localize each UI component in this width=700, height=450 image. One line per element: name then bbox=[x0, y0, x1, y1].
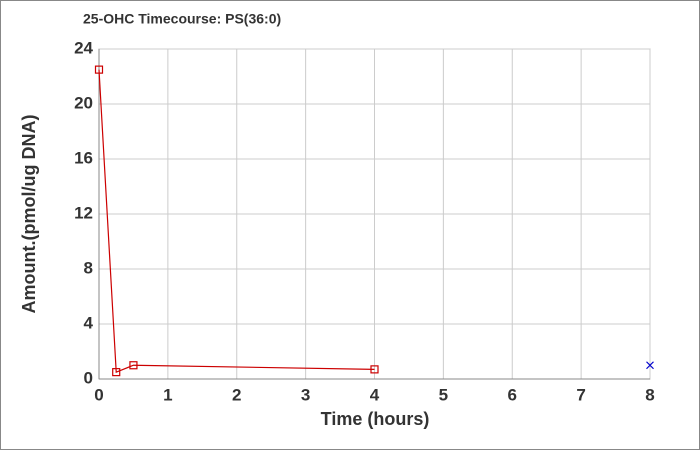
x-tick-label: 6 bbox=[508, 385, 517, 404]
x-tick-label: 0 bbox=[94, 385, 103, 404]
chart-title: 25-OHC Timecourse: PS(36:0) bbox=[83, 11, 281, 27]
y-tick-label: 4 bbox=[84, 313, 94, 332]
y-tick-label: 0 bbox=[84, 368, 93, 387]
y-axis-label: Amount.(pmol/ug DNA) bbox=[19, 115, 39, 314]
y-tick-label: 24 bbox=[74, 38, 93, 57]
y-tick-label: 8 bbox=[84, 258, 93, 277]
point bbox=[129, 361, 138, 370]
x-tick-label: 2 bbox=[232, 385, 241, 404]
x-tick-label: 5 bbox=[439, 385, 448, 404]
x-axis-label: Time (hours) bbox=[321, 409, 430, 429]
y-tick-label: 20 bbox=[74, 93, 93, 112]
series-line bbox=[98, 69, 375, 373]
x-tick-label: 4 bbox=[370, 385, 380, 404]
point bbox=[112, 368, 121, 377]
x-tick-label: 1 bbox=[163, 385, 172, 404]
x-tick-label: 8 bbox=[645, 385, 654, 404]
point bbox=[646, 361, 654, 370]
x-tick-label: 7 bbox=[576, 385, 585, 404]
point bbox=[370, 365, 379, 374]
point bbox=[94, 65, 104, 74]
y-tick-label: 16 bbox=[74, 148, 93, 167]
y-tick-label: 12 bbox=[74, 203, 93, 222]
x-tick-label: 3 bbox=[301, 385, 310, 404]
